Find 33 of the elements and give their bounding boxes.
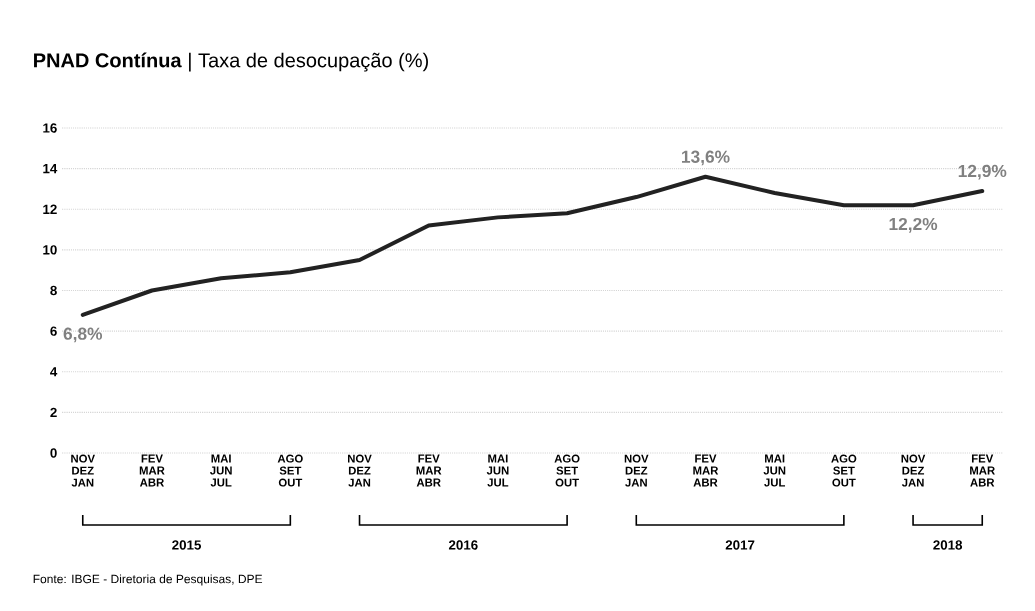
y-tick-label: 10 (43, 245, 57, 255)
data-label: 12,9% (958, 164, 1007, 180)
y-tick-label: 8 (50, 285, 57, 296)
x-tick-label: FEV MAR ABR (416, 454, 442, 487)
x-tick-label: AGO SET OUT (554, 454, 580, 487)
chart-title: PNAD Contínua | Taxa de desocupação (%) (34, 52, 428, 72)
text: 2018 (933, 540, 963, 550)
x-tick-label: AGO SET OUT (831, 454, 857, 487)
x-tick-label: NOV DEZ JAN (348, 454, 372, 487)
x-tick-label: FEV MAR ABR (693, 454, 719, 487)
y-tick-label: 14 (43, 164, 58, 174)
x-tick-label: MAI JUN JUL (763, 454, 786, 487)
data-label: 12,2% (889, 217, 938, 233)
x-tick-label: FEV MAR ABR (139, 454, 165, 487)
x-tick-label: NOV DEZ JAN (71, 454, 95, 487)
x-tick-label: MAI JUN JUL (209, 454, 232, 487)
y-tick-label: 2 (50, 407, 57, 418)
text: 2015 (172, 540, 201, 550)
text: 2017 (725, 540, 755, 550)
x-tick-label: NOV DEZ JAN (624, 454, 649, 487)
x-tick-label: FEV MAR ABR (970, 454, 995, 487)
y-tick-label: 6 (50, 326, 57, 336)
data-label: 6,8% (63, 327, 103, 343)
x-tick-label: AGO SET OUT (277, 454, 303, 487)
x-tick-label: MAI JUN JUL (486, 454, 509, 487)
y-tick-label: 0 (50, 448, 57, 458)
x-tick-label: NOV DEZ JAN (901, 454, 926, 487)
data-label: 13,6% (682, 150, 730, 166)
y-tick-label: 12 (43, 204, 57, 214)
y-tick-label: 4 (50, 367, 58, 377)
text: 2016 (448, 540, 478, 550)
y-tick-label: 16 (43, 123, 57, 133)
source-note: Fonte: IBGE - Diretoria de Pesquisas, DPE (33, 574, 263, 586)
